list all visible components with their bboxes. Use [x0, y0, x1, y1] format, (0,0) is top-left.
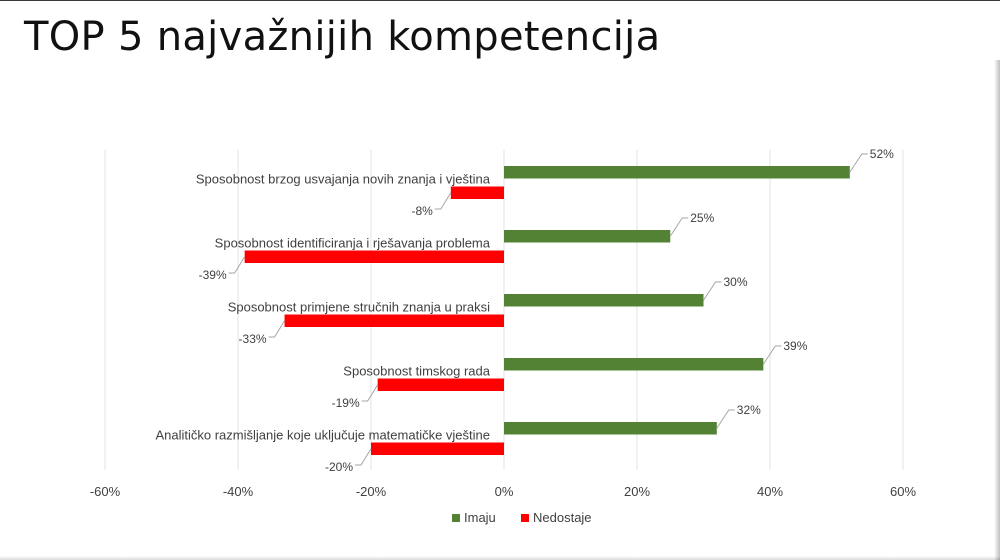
data-label-nedostaje: -33% [239, 332, 267, 346]
data-label-imaju: 25% [690, 211, 714, 225]
data-label-imaju: 30% [724, 275, 748, 289]
legend-label: Nedostaje [533, 510, 592, 525]
leader-line [703, 281, 722, 301]
data-label-nedostaje: -39% [199, 268, 227, 282]
bar-nedostaje [377, 378, 504, 391]
leader-line [434, 192, 452, 210]
x-tick-label: 0% [495, 484, 514, 499]
page-title: TOP 5 najvažnijih kompetencija [24, 14, 661, 60]
category-label: Sposobnost primjene stručnih znanja u pr… [228, 300, 490, 315]
data-label-nedostaje: -8% [411, 204, 433, 218]
x-tick-label: -60% [90, 484, 121, 499]
x-tick-label: -40% [223, 484, 254, 499]
leader-line [716, 409, 735, 429]
chart-data-labels: 52% -8% 25% -39% 30% -33% 39% -19% 32% -20% [199, 147, 895, 474]
chart-tick-labels: -60% -40% -20% 0% 20% 40% 60% [90, 484, 917, 499]
leader-line [355, 448, 372, 466]
chart-category-labels: Sposobnost brzog usvajanja novih znanja … [155, 172, 490, 443]
bar-imaju [504, 230, 671, 243]
bar-imaju [504, 422, 717, 435]
leader-line [669, 217, 689, 237]
leader-line [361, 384, 379, 402]
category-label: Sposobnost brzog usvajanja novih znanja … [196, 172, 491, 187]
legend-label: Imaju [464, 510, 496, 525]
leader-line [762, 345, 782, 365]
slide-shadow-right [994, 60, 1000, 560]
leader-line [228, 256, 246, 274]
x-tick-label: -20% [356, 484, 387, 499]
leader-line [268, 320, 285, 338]
data-label-imaju: 39% [783, 339, 807, 353]
bar-nedostaje [244, 250, 504, 263]
x-tick-label: 40% [757, 484, 783, 499]
chart-leader-lines [228, 153, 868, 466]
bar-imaju [504, 294, 704, 307]
data-label-imaju: 52% [870, 147, 894, 161]
chart-grid [104, 150, 904, 470]
x-tick-label: 60% [890, 484, 916, 499]
bar-nedostaje [371, 442, 504, 455]
data-label-nedostaje: -19% [332, 396, 360, 410]
slide-shadow-bottom [0, 556, 1000, 560]
chart-bars [244, 166, 850, 455]
bar-nedostaje [450, 186, 504, 199]
chart-legend: Imaju Nedostaje [452, 510, 592, 525]
data-label-imaju: 32% [737, 403, 761, 417]
bar-imaju [504, 358, 764, 371]
data-label-nedostaje: -20% [325, 460, 353, 474]
legend-swatch [521, 514, 529, 522]
category-label: Sposobnost timskog rada [343, 364, 490, 379]
top-rule [0, 0, 1000, 1]
leader-line [849, 153, 868, 173]
legend-swatch [452, 514, 460, 522]
bar-nedostaje [284, 314, 504, 327]
x-tick-label: 20% [624, 484, 650, 499]
bar-imaju [504, 166, 850, 179]
category-label: Analitičko razmišljanje koje uključuje m… [155, 428, 490, 443]
category-label: Sposobnost identificiranja i rješavanja … [215, 236, 491, 251]
